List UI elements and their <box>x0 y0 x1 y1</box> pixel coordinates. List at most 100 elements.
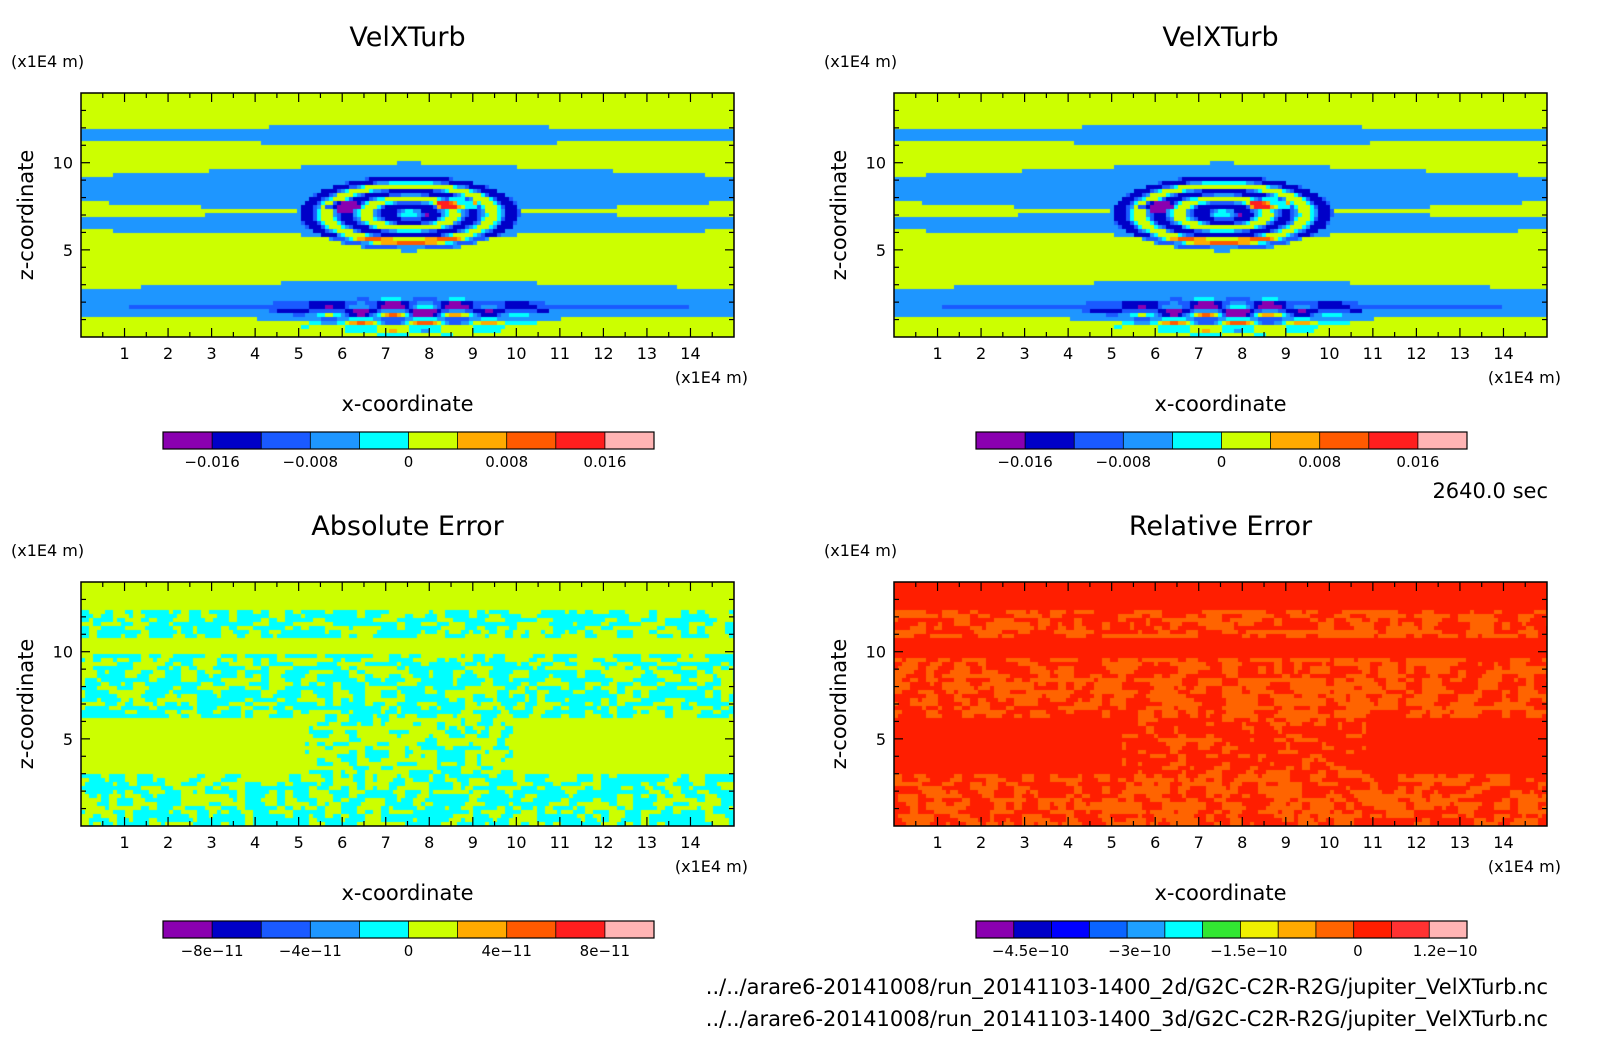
x-axis-label: x-coordinate <box>1154 392 1286 416</box>
x-tick-label: 12 <box>593 833 613 852</box>
colorbar-swatch <box>555 921 606 938</box>
colorbar-swatch <box>457 432 508 449</box>
y-tick-label: 10 <box>866 154 886 173</box>
x-unit-label: (x1E4 m) <box>675 857 748 876</box>
colorbar-swatch <box>1391 921 1430 938</box>
y-unit-label: (x1E4 m) <box>11 541 84 560</box>
x-tick-label: 4 <box>250 833 260 852</box>
y-axis-label: z-coordinate <box>14 150 38 281</box>
x-tick-label: 13 <box>637 344 657 363</box>
colorbar-swatch <box>261 921 311 938</box>
x-tick-label: 8 <box>424 833 434 852</box>
x-axis-label: x-coordinate <box>1154 881 1286 905</box>
x-tick-label: 12 <box>593 344 613 363</box>
x-tick-label: 2 <box>163 344 173 363</box>
colorbar-swatch <box>506 432 557 449</box>
colorbar-swatch <box>1089 921 1128 938</box>
colorbar-tick-label: −0.016 <box>997 453 1053 471</box>
colorbar-swatch <box>1270 432 1321 449</box>
x-tick-label: 1 <box>119 833 129 852</box>
colorbar-tick-label: 0.008 <box>1298 453 1341 471</box>
colorbar-swatch <box>1278 921 1317 938</box>
colorbar-swatch <box>408 921 459 938</box>
colorbar-swatch <box>359 432 409 449</box>
x-tick-label: 1 <box>119 344 129 363</box>
x-tick-label: 12 <box>1406 833 1426 852</box>
colorbar-swatch <box>1025 432 1075 449</box>
y-axis-label: z-coordinate <box>827 150 851 281</box>
source-file-2d: ../../arare6-20141008/run_20141103-1400_… <box>706 975 1548 1000</box>
x-tick-label: 3 <box>207 344 217 363</box>
colorbar-swatch <box>604 921 655 938</box>
x-tick-label: 11 <box>550 833 570 852</box>
y-tick-label: 5 <box>63 241 73 260</box>
x-tick-label: 3 <box>1020 344 1030 363</box>
colorbar-swatch <box>163 432 213 449</box>
colorbar-tick-label: −3e−10 <box>1108 942 1171 960</box>
colorbar-swatch <box>1429 921 1468 938</box>
x-tick-label: 3 <box>1020 833 1030 852</box>
panel-velxturb-2d: VelXTurb(x1E4 m)1 2 3 4 5 6 7 8 9 10 11 12 13 14510(x… <box>11 22 748 471</box>
x-tick-label: 11 <box>1363 833 1383 852</box>
colorbar-swatch <box>976 432 1026 449</box>
colorbar-swatch <box>1221 432 1272 449</box>
x-tick-label: 7 <box>381 344 391 363</box>
chart-title: Absolute Error <box>311 511 504 542</box>
x-tick-label: 6 <box>1150 833 1160 852</box>
colorbar-tick-label: −4.5e−10 <box>992 942 1069 960</box>
colorbar-swatch <box>457 921 508 938</box>
panel-relative-error: Relative Error(x1E4 m)1 2 3 4 5 6 7 8 9 10 11 12 13 1… <box>824 511 1561 960</box>
colorbar-tick-label: 0 <box>1353 942 1363 960</box>
x-tick-label: 8 <box>1237 833 1247 852</box>
x-tick-label: 14 <box>1493 344 1513 363</box>
colorbar-tick-label: 4e−11 <box>481 942 531 960</box>
chart-title: VelXTurb <box>349 22 465 53</box>
colorbar-swatch <box>1417 432 1468 449</box>
x-tick-label: 14 <box>680 344 700 363</box>
x-tick-label: 4 <box>1063 344 1073 363</box>
colorbar-swatch <box>1172 432 1222 449</box>
x-tick-label: 9 <box>468 344 478 363</box>
colorbar-tick-label: −1.5e−10 <box>1210 942 1287 960</box>
x-tick-label: 4 <box>1063 833 1073 852</box>
colorbar-tick-label: 0.016 <box>583 453 626 471</box>
x-tick-label: 4 <box>250 344 260 363</box>
colorbar-swatch <box>212 921 262 938</box>
colorbar-swatch <box>506 921 557 938</box>
x-tick-label: 6 <box>337 344 347 363</box>
x-tick-label: 13 <box>1450 833 1470 852</box>
panel-absolute-error: Absolute Error(x1E4 m)1 2 3 4 5 6 7 8 9 10 11 12 13 1… <box>11 511 748 960</box>
x-tick-label: 13 <box>1450 344 1470 363</box>
y-tick-label: 5 <box>876 241 886 260</box>
colorbar-tick-label: 0.008 <box>485 453 528 471</box>
chart-title: VelXTurb <box>1162 22 1278 53</box>
x-tick-label: 9 <box>468 833 478 852</box>
colorbar-swatch <box>212 432 262 449</box>
y-tick-label: 10 <box>53 154 73 173</box>
colorbar-swatch <box>310 921 360 938</box>
y-unit-label: (x1E4 m) <box>824 541 897 560</box>
colorbar-swatch <box>1074 432 1124 449</box>
y-tick-label: 5 <box>876 730 886 749</box>
heatmap-field <box>81 93 734 337</box>
x-tick-label: 1 <box>932 833 942 852</box>
colorbar-swatch <box>359 921 409 938</box>
y-tick-label: 10 <box>866 643 886 662</box>
x-tick-label: 8 <box>1237 344 1247 363</box>
colorbar-tick-label: 0 <box>1217 453 1227 471</box>
colorbar-swatch <box>555 432 606 449</box>
panel-velxturb-3d: VelXTurb(x1E4 m)1 2 3 4 5 6 7 8 9 10 11 12 13 14510(x… <box>824 22 1561 471</box>
x-unit-label: (x1E4 m) <box>675 368 748 387</box>
chart-title: Relative Error <box>1129 511 1313 542</box>
y-unit-label: (x1E4 m) <box>11 52 84 71</box>
colorbar: −8e−11 −4e−11 0 4e−11 8e−11 <box>162 920 655 960</box>
colorbar: −0.016 −0.008 0 0.008 0.016 <box>162 431 655 471</box>
x-tick-label: 1 <box>932 344 942 363</box>
x-tick-label: 7 <box>381 833 391 852</box>
x-tick-label: 12 <box>1406 344 1426 363</box>
colorbar-swatch <box>310 432 360 449</box>
x-tick-label: 10 <box>1319 344 1339 363</box>
y-axis-label: z-coordinate <box>14 639 38 770</box>
x-tick-label: 11 <box>550 344 570 363</box>
